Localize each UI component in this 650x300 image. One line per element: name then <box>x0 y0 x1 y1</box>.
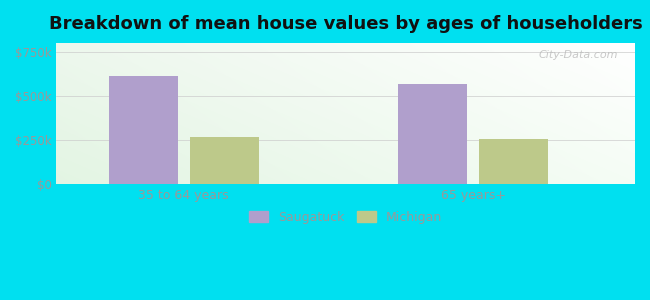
Bar <box>398 84 467 184</box>
Bar <box>190 137 259 184</box>
Bar <box>479 140 548 184</box>
Title: Breakdown of mean house values by ages of householders: Breakdown of mean house values by ages o… <box>49 15 643 33</box>
Bar <box>109 76 178 184</box>
Text: City-Data.com: City-Data.com <box>538 50 617 60</box>
Legend: Saugatuck, Michigan: Saugatuck, Michigan <box>244 206 447 229</box>
